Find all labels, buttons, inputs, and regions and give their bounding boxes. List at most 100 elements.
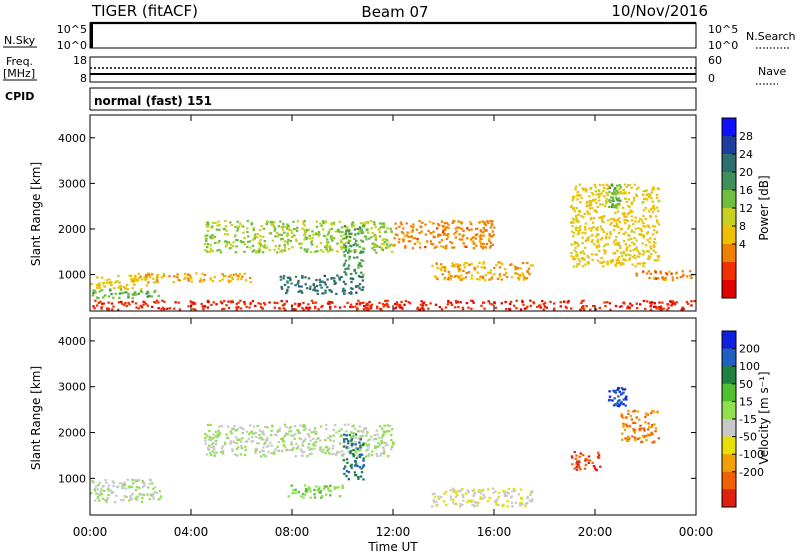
power-echo-cell (669, 300, 672, 303)
power-echo-cell (431, 264, 434, 267)
velocity-echo-cell (354, 433, 358, 436)
velocity-echo-cell (360, 467, 363, 470)
power-echo-cell (371, 247, 374, 250)
power-echo-cell (596, 241, 599, 244)
power-echo-cell (262, 235, 265, 238)
velocity-echo-cell (349, 450, 352, 453)
power-echo-cell (344, 234, 348, 237)
power-echo-cell (146, 295, 149, 298)
power-echo-cell (593, 209, 596, 212)
power-echo-cell (632, 248, 635, 251)
power-echo-cell (610, 199, 614, 202)
velocity-echo-cell (278, 430, 281, 433)
power-echo-cell (349, 291, 353, 294)
power-echo-cell (615, 235, 618, 238)
power-echo-cell (509, 300, 513, 303)
power-echo-cell (616, 249, 619, 252)
power-echo-cell (419, 246, 422, 249)
velocity-echo-cell (333, 486, 336, 489)
velocity-echo-cell (308, 435, 311, 439)
velocity-echo-cell (625, 423, 628, 426)
velocity-colorbar-segment (722, 454, 736, 473)
power-echo-cell (118, 292, 122, 295)
velocity-echo-cell (391, 428, 394, 431)
power-echo-cell (241, 275, 244, 278)
velocity-echo-cell (276, 445, 279, 448)
power-echo-cell (599, 203, 602, 206)
power-echo-cell (370, 236, 373, 239)
power-echo-cell (393, 244, 396, 247)
velocity-echo-region (570, 450, 602, 472)
velocity-echo-cell (375, 429, 379, 432)
power-echo-cell (235, 302, 238, 305)
velocity-echo-cell (626, 439, 629, 443)
power-echo-cell (325, 243, 329, 247)
velocity-echo-cell (501, 504, 504, 507)
power-echo-cell (314, 289, 317, 292)
velocity-echo-cell (313, 447, 316, 450)
velocity-echo-cell (206, 434, 209, 438)
power-echo-cell (377, 228, 380, 231)
velocity-echo-cell (350, 436, 353, 439)
power-echo-cell (451, 242, 454, 245)
power-echo-cell (303, 238, 306, 241)
power-echo-cell (522, 261, 525, 265)
power-echo-cell (629, 209, 632, 212)
power-echo-cell (265, 223, 268, 226)
power-echo-cell (189, 275, 192, 278)
power-echo-cell (620, 262, 624, 265)
power-echo-cell (211, 280, 215, 283)
velocity-echo-cell (355, 446, 358, 449)
power-echo-cell (394, 233, 398, 236)
power-echo-cell (315, 245, 319, 248)
power-echo-cell (327, 300, 330, 303)
velocity-echo-cell (648, 426, 651, 429)
power-echo-cell (475, 227, 478, 230)
power-echo-cell (382, 222, 385, 225)
power-echo-cell (598, 306, 601, 309)
velocity-echo-cell (230, 427, 234, 430)
power-echo-cell (334, 230, 338, 233)
velocity-echo-cell (149, 494, 153, 497)
power-echo-cell (630, 237, 633, 240)
power-echo-cell (341, 246, 344, 249)
power-echo-cell (479, 229, 483, 232)
power-echo-cell (385, 238, 388, 241)
power-echo-cell (628, 225, 631, 228)
power-echo-cell (307, 307, 310, 310)
power-echo-cell (519, 267, 522, 270)
power-echo-cell (618, 255, 621, 259)
velocity-echo-cell (350, 444, 354, 447)
velocity-echo-cell (639, 424, 642, 427)
nsearch-label: N.Search (746, 30, 796, 43)
power-echo-cell (608, 199, 611, 202)
power-echo-cell (630, 304, 634, 307)
velocity-echo-cell (327, 447, 331, 450)
velocity-echo-cell (511, 505, 514, 508)
power-echo-cell (366, 303, 370, 306)
power-echo-cell (597, 199, 601, 202)
power-echo-cell (586, 254, 589, 257)
velocity-echo-cell (364, 427, 367, 430)
power-echo-cell (612, 228, 616, 232)
power-echo-cell (604, 250, 607, 253)
power-echo-cell (570, 230, 574, 233)
power-echo-cell (333, 279, 336, 283)
power-echo-cell (564, 305, 567, 308)
power-echo-cell (432, 235, 436, 238)
velocity-echo-cell (291, 492, 294, 495)
power-echo-cell (654, 277, 657, 280)
power-echo-cell (623, 183, 627, 186)
power-echo-cell (252, 249, 256, 252)
power-echo-cell (628, 206, 631, 209)
power-echo-cell (162, 274, 166, 277)
power-echo-cell (600, 256, 603, 260)
power-echo-cell (642, 236, 645, 239)
power-echo-cell (671, 300, 674, 304)
power-echo-cell (626, 220, 629, 223)
power-echo-cell (346, 267, 349, 270)
power-echo-cell (163, 300, 166, 303)
power-echo-cell (486, 220, 489, 223)
velocity-echo-cell (121, 486, 125, 489)
